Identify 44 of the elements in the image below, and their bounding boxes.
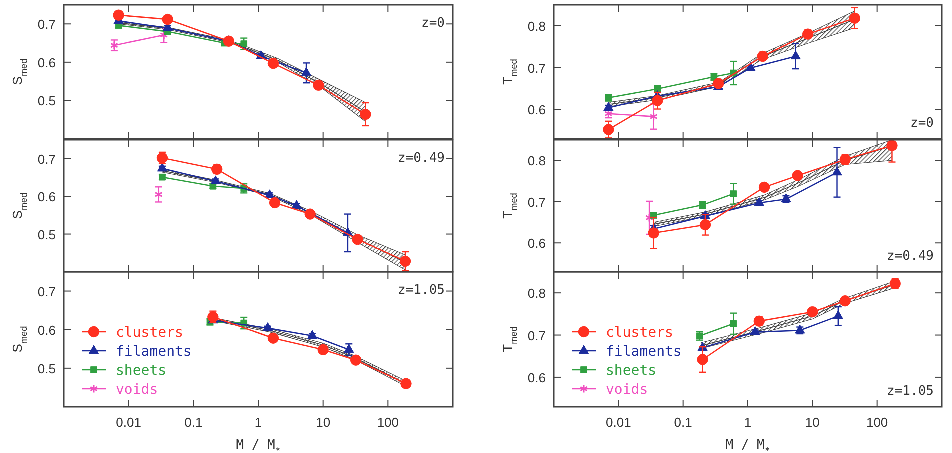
y-tick-label: 0.5: [38, 94, 56, 109]
y-tick-label: 0.5: [38, 361, 56, 376]
y-tick-label: 0.8: [528, 18, 546, 34]
legend-label: clusters: [606, 325, 674, 341]
y-tick-label: 0.7: [38, 284, 56, 300]
y-tick-label: 0.7: [528, 194, 546, 210]
x-tick-label: 10: [316, 415, 331, 430]
x-tick-label: 10: [805, 415, 820, 430]
x-axis-title: M / M$_{*}$: [236, 438, 281, 453]
y-tick-label: 0.6: [528, 370, 546, 386]
legend-label: sheets: [606, 363, 657, 379]
y-tick-label: 0.8: [528, 154, 546, 169]
legend-label: filaments: [116, 344, 192, 360]
y-tick-label: 0.6: [38, 190, 56, 205]
y-tick-label: 0.6: [528, 102, 546, 118]
annotation: z=0: [422, 16, 445, 31]
annotation: z=1.05: [887, 384, 934, 399]
y-tick-label: 0.7: [38, 17, 56, 32]
x-axis-title: M / M$_{*}$: [726, 438, 770, 453]
y-tick-label: 0.6: [38, 55, 56, 70]
legend-label: voids: [606, 382, 648, 398]
y-tick-label: 0.6: [528, 236, 546, 252]
x-tick-label: 100: [377, 415, 400, 430]
legend-label: voids: [116, 382, 158, 398]
annotation: z=0.49: [887, 249, 934, 264]
y-tick-label: 0.7: [528, 328, 546, 344]
x-tick-label: 100: [866, 415, 888, 430]
x-tick-label: 0.01: [116, 415, 142, 430]
y-tick-label: 0.7: [38, 152, 56, 167]
y-tick-label: 0.5: [38, 227, 56, 242]
y-tick-label: 0.6: [38, 322, 56, 338]
x-tick-label: 1: [744, 415, 752, 430]
annotation: z=1.05: [398, 283, 445, 298]
annotation: z=0: [910, 116, 934, 131]
x-tick-label: 0.1: [674, 415, 692, 430]
legend-label: sheets: [116, 363, 167, 379]
legend-label: clusters: [116, 325, 184, 341]
annotation: z=0.49: [398, 151, 445, 166]
legend-label: filaments: [606, 344, 682, 360]
x-tick-label: 0.1: [184, 415, 203, 430]
y-tick-label: 0.7: [528, 60, 546, 76]
x-tick-label: 0.01: [606, 415, 632, 430]
y-tick-label: 0.8: [528, 286, 546, 302]
x-tick-label: 1: [254, 415, 262, 430]
